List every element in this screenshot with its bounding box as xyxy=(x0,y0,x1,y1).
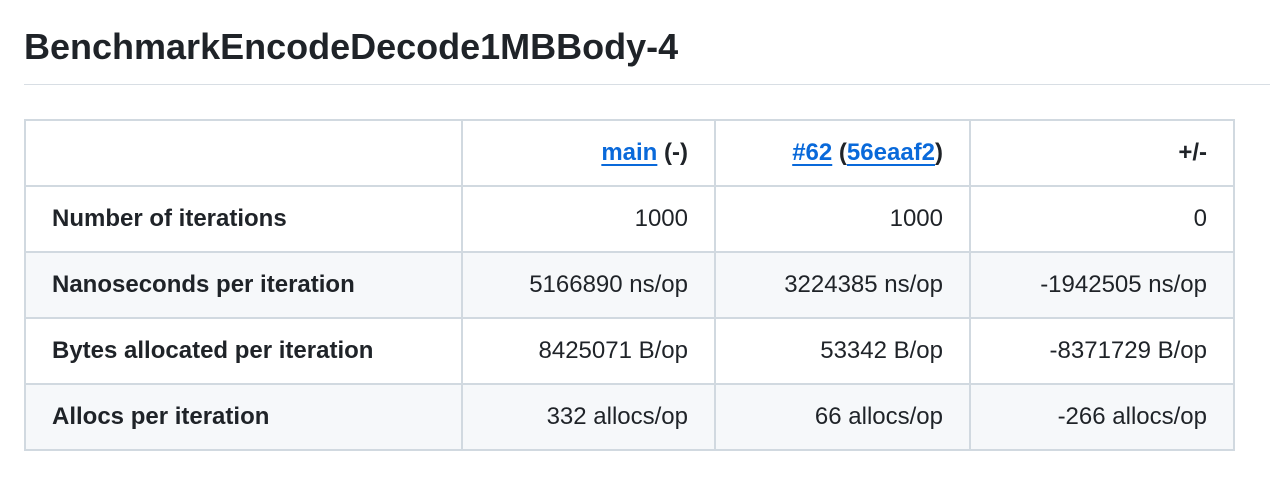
main-branch-link[interactable]: main xyxy=(601,139,658,166)
divider xyxy=(24,84,1270,85)
pr-value: 66 allocs/op xyxy=(714,383,971,451)
main-suffix: (-) xyxy=(657,139,688,166)
pr-value: 3224385 ns/op xyxy=(714,251,971,319)
header-row: main (-) #62 (56eaaf2) +/- xyxy=(24,119,1235,187)
main-header: main (-) xyxy=(461,119,716,187)
table-row: Allocs per iteration 332 allocs/op 66 allo… xyxy=(24,383,1235,451)
main-value: 332 allocs/op xyxy=(461,383,716,451)
diff-value: -266 allocs/op xyxy=(969,383,1235,451)
main-value: 8425071 B/op xyxy=(461,317,716,385)
row-label: Nanoseconds per iteration xyxy=(24,251,463,319)
diff-value: -1942505 ns/op xyxy=(969,251,1235,319)
diff-value: 0 xyxy=(969,185,1235,253)
paren-open: ( xyxy=(832,139,847,166)
commit-link[interactable]: 56eaaf2 xyxy=(846,139,935,166)
diff-value: -8371729 B/op xyxy=(969,317,1235,385)
main-value: 1000 xyxy=(461,185,716,253)
table-row: Number of iterations 1000 1000 0 xyxy=(24,185,1235,253)
benchmark-title: BenchmarkEncodeDecode1MBBody-4 xyxy=(24,26,679,67)
table-row: Nanoseconds per iteration 5166890 ns/op 32… xyxy=(24,251,1235,319)
empty-header xyxy=(24,119,463,187)
row-label: Allocs per iteration xyxy=(24,383,463,451)
pr-header: #62 (56eaaf2) xyxy=(714,119,971,187)
benchmark-table: main (-) #62 (56eaaf2) +/- Number of ite… xyxy=(24,119,1235,451)
paren-close: ) xyxy=(935,139,943,166)
diff-header: +/- xyxy=(969,119,1235,187)
main-value: 5166890 ns/op xyxy=(461,251,716,319)
pr-value: 53342 B/op xyxy=(714,317,971,385)
row-label: Number of iterations xyxy=(24,185,463,253)
table-row: Bytes allocated per iteration 8425071 B/o… xyxy=(24,317,1235,385)
row-label: Bytes allocated per iteration xyxy=(24,317,463,385)
pr-link[interactable]: #62 xyxy=(792,139,833,166)
pr-value: 1000 xyxy=(714,185,971,253)
